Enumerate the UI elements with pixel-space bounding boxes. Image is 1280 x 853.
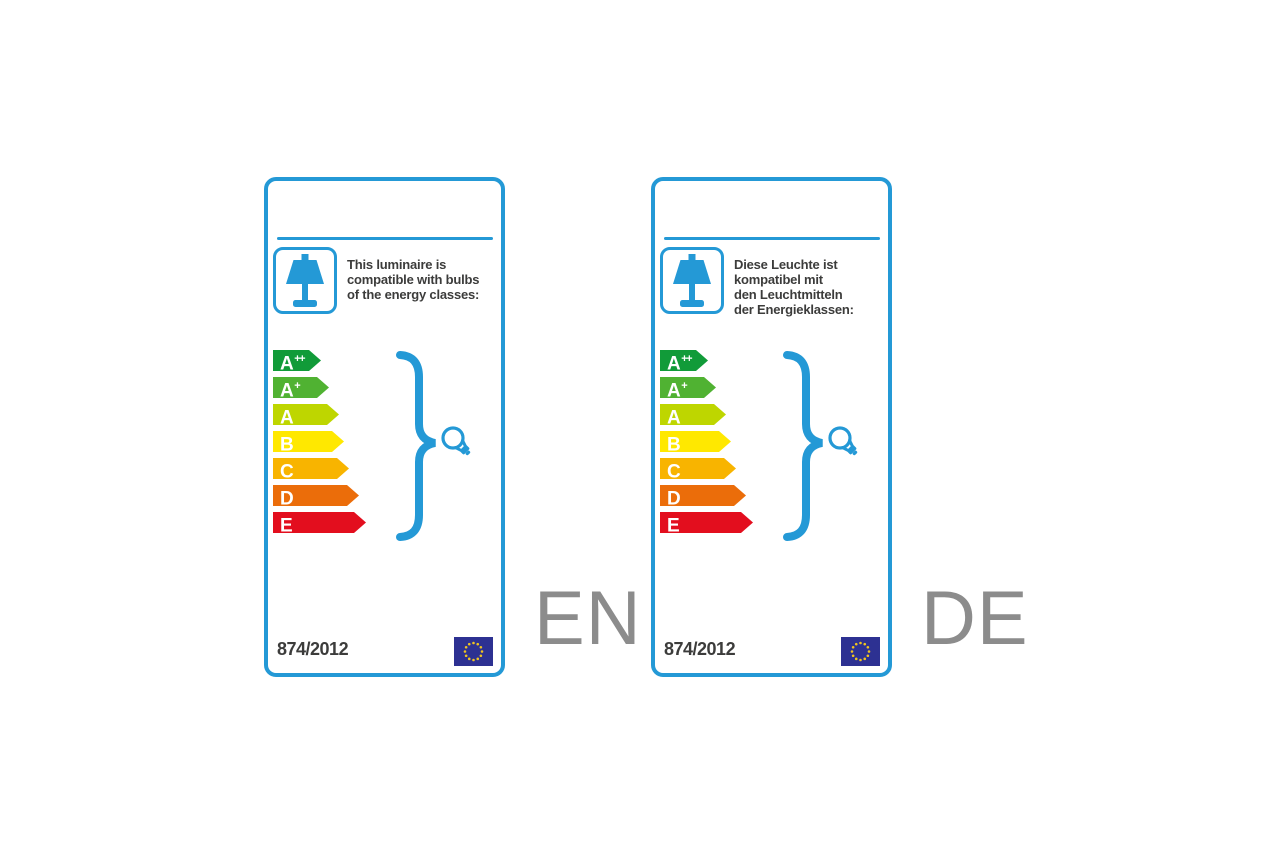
brace-and-bulb-graphic xyxy=(783,351,858,541)
energy-class-letter: E xyxy=(280,515,293,537)
star-icon xyxy=(859,641,862,645)
energy-class-arrow: D xyxy=(660,485,746,506)
energy-class-letter: D xyxy=(667,488,681,510)
energy-class-arrow: A++ xyxy=(660,350,708,371)
brace-and-bulb-graphic xyxy=(396,351,471,541)
star-icon xyxy=(859,658,862,662)
intro-text-line: This luminaire is xyxy=(347,257,447,272)
language-tag: EN xyxy=(534,576,642,661)
intro-text-line: den Leuchtmitteln xyxy=(734,287,843,302)
star-icon xyxy=(479,645,483,649)
energy-class-arrow: A+ xyxy=(273,377,329,398)
energy-class-list: A++ A+ A B C D E xyxy=(660,350,753,533)
energy-class-letter: D xyxy=(280,488,294,510)
star-icon xyxy=(854,642,858,646)
energy-class-sup: + xyxy=(294,380,300,392)
intro-text-line: Diese Leuchte ist xyxy=(734,257,838,272)
light-bulb-icon xyxy=(828,426,858,456)
star-icon xyxy=(472,658,475,662)
language-tag: DE xyxy=(921,576,1029,661)
energy-class-arrow: A+ xyxy=(660,377,716,398)
luminaire-icon-box xyxy=(660,247,724,314)
energy-class-list: A++ A+ A B C D E xyxy=(273,350,366,533)
luminaire-icon-box xyxy=(273,247,337,314)
energy-class-letter: A xyxy=(280,407,294,429)
eu-flag-stars xyxy=(850,641,871,662)
energy-label-unit: This luminaire is compatible with bulbs of… xyxy=(264,177,641,677)
star-icon xyxy=(851,654,855,658)
energy-class-arrow: B xyxy=(660,431,731,452)
divider-line xyxy=(664,237,880,240)
regulation-number: 874/2012 xyxy=(664,639,736,659)
energy-class-letter: A xyxy=(667,380,681,402)
energy-class-arrow: E xyxy=(273,512,366,533)
intro-text-line: der Energieklassen: xyxy=(734,302,854,317)
star-icon xyxy=(866,645,870,649)
star-icon xyxy=(476,657,480,661)
energy-class-arrow: A++ xyxy=(273,350,321,371)
energy-label-card: Diese Leuchte ist kompatibel mit den Leuch… xyxy=(651,177,892,677)
intro-text-line: of the energy classes: xyxy=(347,287,480,302)
energy-class-sup: + xyxy=(681,380,687,392)
energy-class-letter: A xyxy=(280,380,294,402)
star-icon xyxy=(480,650,484,653)
star-icon xyxy=(476,642,480,646)
intro-text: This luminaire is compatible with bulbs of… xyxy=(347,257,497,302)
star-icon xyxy=(866,654,870,658)
table-lamp-icon xyxy=(286,253,324,307)
star-icon xyxy=(863,642,867,646)
energy-class-letter: A xyxy=(667,407,681,429)
star-icon xyxy=(463,650,467,653)
star-icon xyxy=(854,657,858,661)
star-icon xyxy=(851,645,855,649)
energy-class-letter: B xyxy=(280,434,294,456)
energy-class-letter: A xyxy=(667,353,681,375)
energy-class-letter: E xyxy=(667,515,680,537)
energy-class-arrow: A xyxy=(273,404,339,425)
star-icon xyxy=(467,642,471,646)
intro-text: Diese Leuchte ist kompatibel mit den Leuch… xyxy=(734,257,884,317)
table-lamp-icon xyxy=(673,253,711,307)
intro-text-line: compatible with bulbs xyxy=(347,272,480,287)
energy-class-arrow: E xyxy=(660,512,753,533)
eu-flag xyxy=(841,637,880,666)
star-icon xyxy=(867,650,871,653)
energy-class-letter: B xyxy=(667,434,681,456)
energy-class-arrow: D xyxy=(273,485,359,506)
energy-class-arrow: C xyxy=(660,458,736,479)
eu-flag-stars xyxy=(463,641,484,662)
star-icon xyxy=(850,650,854,653)
curly-brace xyxy=(783,351,823,541)
divider-line xyxy=(277,237,493,240)
energy-class-letter: C xyxy=(667,461,681,483)
energy-label-unit: Diese Leuchte ist kompatibel mit den Leuch… xyxy=(651,177,1028,677)
curly-brace xyxy=(396,351,436,541)
energy-class-arrow: B xyxy=(273,431,344,452)
star-icon xyxy=(464,645,468,649)
eu-flag xyxy=(454,637,493,666)
energy-class-arrow: C xyxy=(273,458,349,479)
energy-class-sup: ++ xyxy=(681,353,692,365)
intro-text-line: kompatibel mit xyxy=(734,272,823,287)
energy-label-card: This luminaire is compatible with bulbs of… xyxy=(264,177,505,677)
energy-class-letter: C xyxy=(280,461,294,483)
star-icon xyxy=(863,657,867,661)
energy-class-arrow: A xyxy=(660,404,726,425)
energy-class-sup: ++ xyxy=(294,353,305,365)
star-icon xyxy=(464,654,468,658)
star-icon xyxy=(472,641,475,645)
star-icon xyxy=(479,654,483,658)
energy-class-letter: A xyxy=(280,353,294,375)
star-icon xyxy=(467,657,471,661)
regulation-number: 874/2012 xyxy=(277,639,349,659)
light-bulb-icon xyxy=(441,426,471,456)
